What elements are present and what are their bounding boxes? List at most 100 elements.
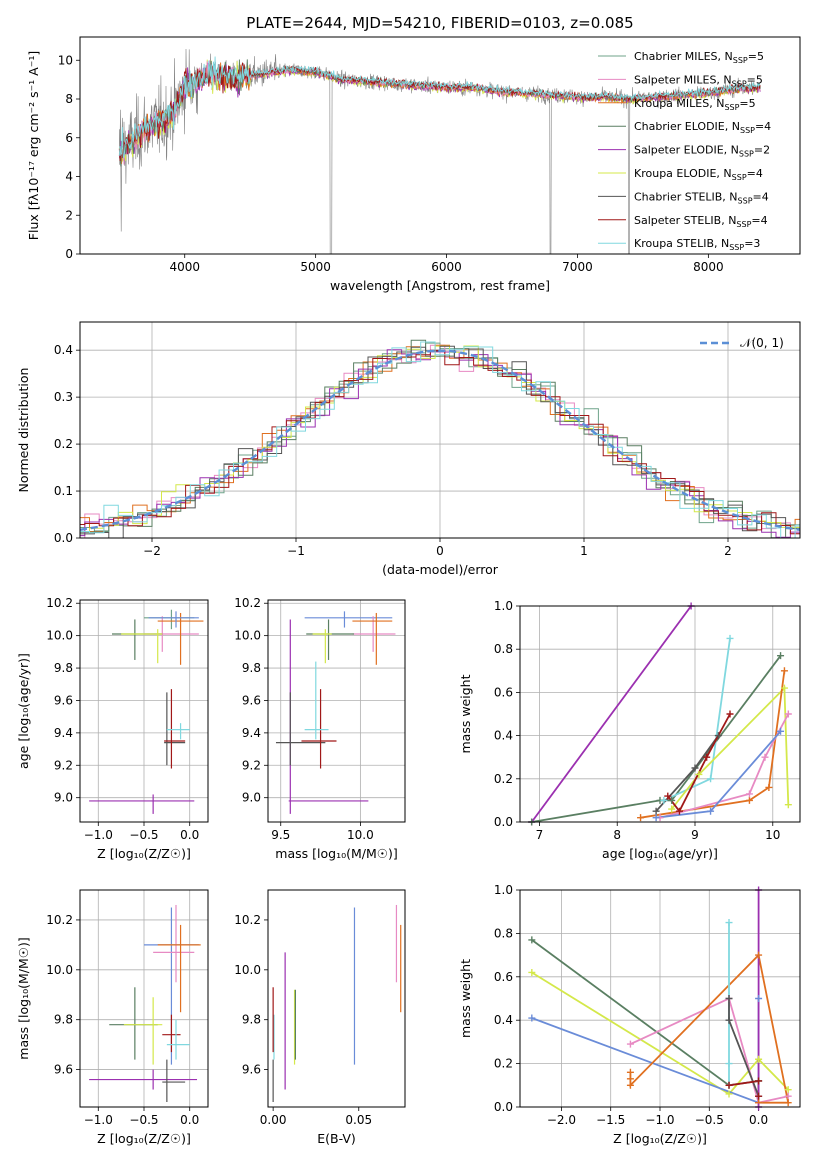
plus-marker (780, 667, 788, 675)
plot-area (80, 339, 800, 538)
plus-marker (703, 753, 711, 761)
legend-entry: Kroupa STELIB, NSSP=3 (634, 237, 760, 252)
y-tick-label: 9.6 (54, 693, 73, 707)
x-tick-label: 0.05 (345, 1113, 372, 1127)
x-tick-label: −1.0 (645, 1113, 674, 1127)
plus-marker (755, 995, 763, 1002)
y-tick-label: 9.8 (54, 1013, 73, 1027)
plus-marker (725, 1090, 733, 1098)
y-tick-label: 10.2 (46, 596, 73, 610)
plus-marker (695, 770, 703, 778)
plus-marker (780, 684, 788, 692)
y-tick-label: 0.6 (494, 970, 513, 984)
plot-area (89, 904, 201, 1103)
y-tick-label: 9.2 (54, 758, 73, 772)
spectrum-model (118, 56, 761, 159)
plus-marker (755, 1092, 763, 1100)
weight-series (530, 606, 692, 822)
y-axis-label: Normed distribution (16, 368, 31, 493)
x-tick-label: 6000 (431, 260, 462, 274)
histogram-series (80, 345, 800, 538)
plus-marker (707, 807, 715, 815)
plot-area (89, 609, 204, 814)
y-tick-label: 10.2 (46, 913, 73, 927)
y-tick-label: 10.0 (46, 629, 73, 643)
x-axis-label: (data-model)/error (382, 562, 499, 577)
x-tick-label: 8000 (693, 260, 724, 274)
x-tick-label: 7000 (562, 260, 593, 274)
y-axis-label: age [log₁₀(age/yr)] (16, 653, 31, 769)
axes-weight_vs_Z: −2.0 −1.5 −1.0 −0.5 0.0 0.0 0.2 0.4 0.6 0.8 1.0 Z [… (458, 883, 801, 1146)
x-axis-label: wavelength [Angstrom, rest frame] (330, 278, 550, 293)
legend-entry: Chabrier STELIB, NSSP=4 (634, 190, 769, 205)
axes-frame (79, 36, 801, 255)
y-tick-label: 8 (65, 92, 73, 106)
x-tick-label: −1.0 (84, 828, 113, 842)
y-tick-label: 0.0 (494, 815, 513, 829)
y-tick-label: 9.4 (242, 726, 261, 740)
plus-marker (725, 919, 733, 927)
y-tick-label: 9.8 (54, 661, 73, 675)
x-tick-label: −1 (287, 544, 305, 558)
x-tick-label: 0.0 (180, 828, 199, 842)
axes-residuals: −2 −1 0 1 2 0.0 0.1 0.2 0.3 0.4 (data-model)/error… (16, 321, 801, 577)
y-axis-label: mass weight (458, 959, 473, 1038)
plus-marker (784, 710, 792, 718)
x-tick-label: 0.00 (260, 1113, 287, 1127)
legend: Chabrier MILES, NSSP=5 Salpeter MILES, NS… (598, 50, 771, 252)
plus-marker (726, 634, 734, 642)
x-tick-label: −0.5 (129, 1113, 158, 1127)
y-tick-label: 0 (65, 247, 73, 261)
y-tick-label: 0.4 (494, 1013, 513, 1027)
plot-area (118, 48, 761, 254)
y-tick-label: 0.8 (494, 642, 513, 656)
plus-marker (755, 1077, 763, 1085)
plus-marker (668, 805, 676, 813)
legend-entry: Salpeter MILES, NSSP=5 (634, 73, 763, 88)
weight-series (670, 685, 790, 810)
axes-frame (79, 889, 209, 1108)
plus-marker (777, 727, 785, 735)
x-axis-label: Z [log₁₀(Z/Z☉)] (613, 1131, 707, 1146)
y-tick-label: 0.2 (494, 772, 513, 786)
y-tick-label: 10.0 (46, 963, 73, 977)
plus-marker (725, 1081, 733, 1089)
normal-curve (80, 349, 800, 531)
axes-age_vs_mass: 9.5 10.0 9.0 9.2 9.4 9.6 9.8 10.0 10.2 mass [log₁… (234, 596, 406, 861)
y-axis-label: mass weight (458, 674, 473, 753)
x-tick-label: −0.5 (129, 828, 158, 842)
x-tick-label: 9.5 (271, 828, 290, 842)
x-tick-label: −1.0 (84, 1113, 113, 1127)
legend-entry: Chabrier ELODIE, NSSP=4 (634, 120, 771, 135)
y-tick-label: 0.0 (54, 531, 73, 545)
y-tick-label: 2 (65, 208, 73, 222)
plus-marker (668, 796, 676, 804)
figure-title: PLATE=2644, MJD=54210, FIBERID=0103, z=0… (246, 14, 633, 32)
y-tick-label: 10.0 (234, 963, 261, 977)
axes-spectrum: 4000 5000 6000 7000 8000 0 2 4 6 8 10 wavelength [A… (26, 36, 801, 293)
y-tick-label: 9.4 (54, 726, 73, 740)
axes-age_vs_Z: −1.0 −0.5 0.0 9.0 9.2 9.4 9.6 9.8 10.0 10.2 Z [log… (16, 596, 209, 861)
y-tick-label: 0.3 (54, 390, 73, 404)
axes-frame (519, 605, 801, 823)
plus-marker (765, 783, 773, 791)
y-tick-label: 0.2 (494, 1057, 513, 1071)
y-tick-label: 10.0 (234, 629, 261, 643)
plus-marker (652, 814, 660, 822)
x-axis-label: Z [log₁₀(Z/Z☉)] (97, 1131, 191, 1146)
plus-marker (528, 968, 536, 976)
plus-marker (626, 1075, 634, 1083)
y-tick-label: 0.4 (494, 729, 513, 743)
y-tick-label: 0.1 (54, 484, 73, 498)
plus-marker (664, 792, 672, 800)
y-axis-label: Flux [fλ10⁻¹⁷ erg cm⁻² s⁻¹ A⁻¹] (26, 51, 41, 240)
x-tick-label: −0.5 (695, 1113, 724, 1127)
y-tick-label: 10.2 (234, 913, 261, 927)
legend-entry: Salpeter ELODIE, NSSP=2 (634, 144, 770, 159)
y-tick-label: 0.2 (54, 437, 73, 451)
legend-entry: 𝒩(0, 1) (740, 336, 784, 350)
x-tick-label: −2 (143, 544, 161, 558)
legend-entry: Chabrier MILES, NSSP=5 (634, 50, 764, 65)
x-tick-label: 8 (613, 828, 621, 842)
